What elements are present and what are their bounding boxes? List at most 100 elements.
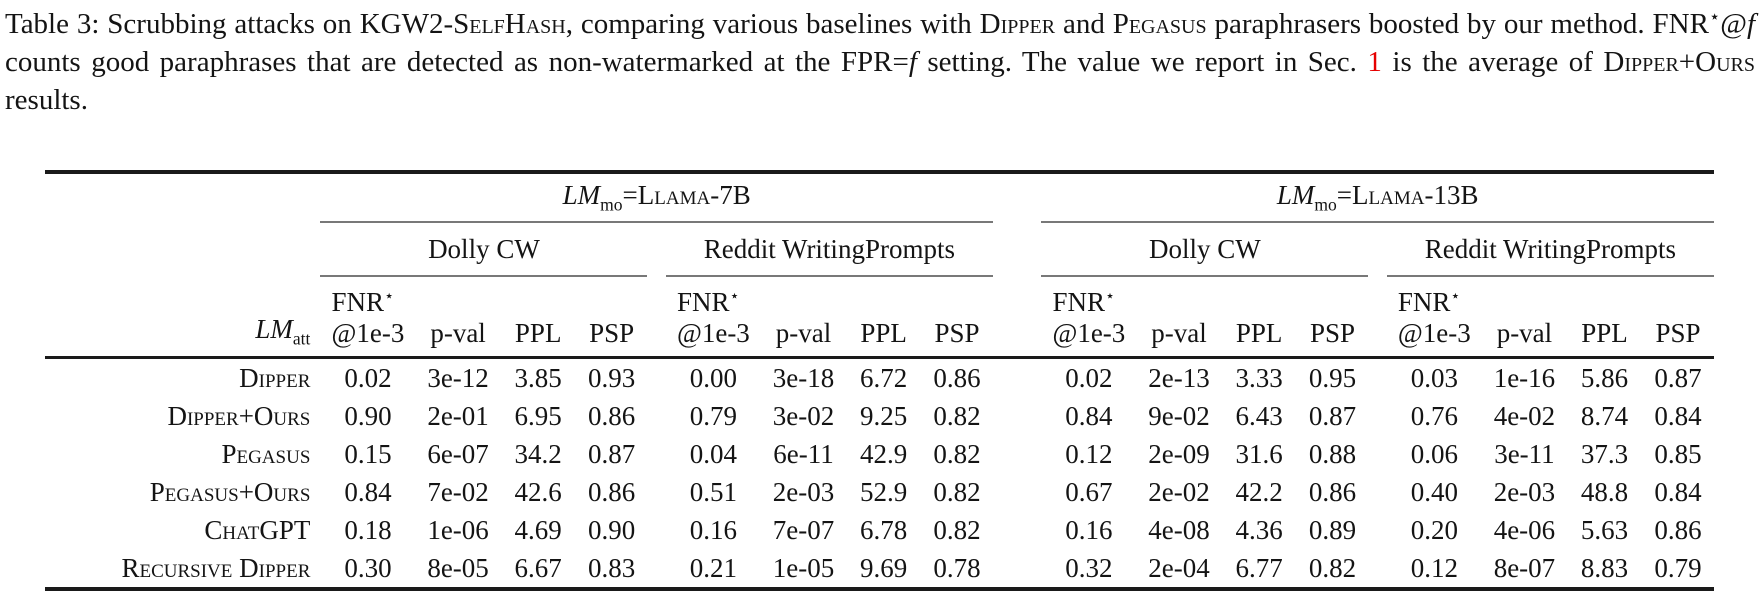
table-row: Pegasus 0.15 6e-07 34.2 0.87 0.04 6e-11 42.9 0.8… xyxy=(45,435,1714,473)
value-cell: 6.78 xyxy=(859,514,908,545)
metric-header-fnr: FNR⋆ @1e-3 xyxy=(1041,276,1137,359)
value-cell: 4.69 xyxy=(514,514,562,545)
table-row: Recursive Dipper 0.30 8e-05 6.67 0.83 0.21 1e-… xyxy=(45,549,1714,589)
value-cell: 42.2 xyxy=(1235,476,1283,507)
row-label: Pegasus+Ours xyxy=(149,476,311,507)
value-cell: 0.86 xyxy=(933,362,981,393)
value-cell: 3.33 xyxy=(1235,362,1283,393)
value-cell: 0.82 xyxy=(933,400,981,431)
row-label: Dipper xyxy=(239,362,311,393)
value-cell: 3.85 xyxy=(514,362,562,393)
lm-symbol: LM xyxy=(562,179,601,210)
value-cell: 4e-08 xyxy=(1148,514,1210,545)
value-cell: 0.82 xyxy=(933,514,981,545)
caption-segment: , comparing various baselines with xyxy=(565,8,980,40)
fnr-threshold: @1e-3 xyxy=(1052,318,1126,348)
fnr-label: FNR xyxy=(676,287,730,317)
caption-segment: f xyxy=(1746,8,1755,40)
star-icon: ⋆ xyxy=(1104,287,1116,305)
value-cell: 5.86 xyxy=(1580,362,1629,393)
value-cell: 2e-03 xyxy=(772,476,835,507)
caption-segment: Dipper+Ours xyxy=(1603,46,1755,78)
value-cell: 0.93 xyxy=(587,362,636,393)
group-gap xyxy=(647,435,665,473)
group-gap xyxy=(993,397,1041,435)
value-cell: 0.79 xyxy=(689,400,738,431)
group-gap xyxy=(993,511,1041,549)
equals-sign: = xyxy=(622,179,638,210)
caption-segment: and xyxy=(1055,8,1113,40)
results-table: LMmo=Llama-7B LMmo=Llama-13B Dolly CW Re… xyxy=(45,170,1714,591)
value-cell: 4e-02 xyxy=(1493,400,1556,431)
model-group-header-llama7b: LMmo=Llama-7B xyxy=(320,172,993,223)
metric-header-pval: p-val xyxy=(760,276,847,359)
value-cell: 48.8 xyxy=(1580,476,1629,507)
group-gap xyxy=(1368,358,1386,398)
fnr-threshold: @1e-3 xyxy=(331,318,405,348)
value-cell: 0.83 xyxy=(587,552,636,583)
value-cell: 9.69 xyxy=(859,552,908,583)
value-cell: 8e-05 xyxy=(427,552,489,583)
group-gap xyxy=(647,473,665,511)
value-cell: 0.90 xyxy=(587,514,636,545)
group-gap xyxy=(647,358,665,398)
value-cell: 9.25 xyxy=(859,400,908,431)
metric-header-pval: p-val xyxy=(415,276,501,359)
value-cell: 8e-07 xyxy=(1493,552,1556,583)
caption-segment: Pegasus xyxy=(1112,8,1207,40)
metric-header-ppl: PPL xyxy=(846,276,922,359)
value-cell: 0.51 xyxy=(689,476,738,507)
value-cell: 6.67 xyxy=(514,552,562,583)
table-body: Dipper 0.02 3e-12 3.85 0.93 0.00 3e-18 6.72 0.86… xyxy=(45,358,1714,590)
corner-cell xyxy=(45,222,320,276)
value-cell: 8.74 xyxy=(1580,400,1629,431)
value-cell: 0.76 xyxy=(1410,400,1458,431)
star-icon: ⋆ xyxy=(1450,287,1461,305)
caption-segment: Table 3: Scrubbing attacks on xyxy=(5,8,360,40)
value-cell: 2e-04 xyxy=(1148,552,1210,583)
value-cell: 31.6 xyxy=(1235,438,1283,469)
value-cell: 3e-11 xyxy=(1494,438,1555,469)
metric-header-psp: PSP xyxy=(1296,276,1369,359)
metric-header-ppl: PPL xyxy=(500,276,576,359)
value-cell: 0.40 xyxy=(1410,476,1458,507)
caption-segment: paraphrasers boosted by our method. FNR xyxy=(1206,8,1709,40)
value-cell: 7e-02 xyxy=(427,476,489,507)
row-label-header: LMatt xyxy=(45,276,321,359)
value-cell: 2e-01 xyxy=(427,400,489,431)
value-cell: 8.83 xyxy=(1580,552,1629,583)
group-gap xyxy=(647,511,665,549)
value-cell: 0.30 xyxy=(344,552,392,583)
value-cell: 9e-02 xyxy=(1148,400,1210,431)
metric-header-ppl: PPL xyxy=(1221,276,1297,359)
group-gap xyxy=(1368,276,1387,359)
dataset-group-header: Reddit WritingPrompts xyxy=(665,222,993,277)
group-gap xyxy=(647,549,665,589)
group-gap xyxy=(993,549,1041,589)
fnr-threshold: @1e-3 xyxy=(676,318,750,348)
lm-subscript: mo xyxy=(1314,194,1337,215)
fnr-label: FNR xyxy=(1397,287,1451,317)
lm-subscript: mo xyxy=(600,194,623,215)
value-cell: 0.20 xyxy=(1410,514,1458,545)
row-label: ChatGPT xyxy=(204,514,311,545)
value-cell: 6.72 xyxy=(859,362,908,393)
dataset-group-header: Reddit WritingPrompts xyxy=(1386,222,1714,277)
value-cell: 0.86 xyxy=(1308,476,1357,507)
star-icon: ⋆ xyxy=(384,287,395,305)
value-cell: 6.77 xyxy=(1235,552,1283,583)
results-table-wrapper: LMmo=Llama-7B LMmo=Llama-13B Dolly CW Re… xyxy=(45,170,1714,591)
value-cell: 3e-18 xyxy=(772,362,835,393)
group-gap xyxy=(1368,549,1386,589)
dataset-group-header: Dolly CW xyxy=(1041,222,1369,277)
model-name: Llama-7B xyxy=(637,179,751,210)
value-cell: 0.82 xyxy=(933,476,981,507)
group-gap xyxy=(1368,397,1386,435)
section-ref-link[interactable]: 1 xyxy=(1367,46,1382,78)
value-cell: 52.9 xyxy=(859,476,908,507)
value-cell: 34.2 xyxy=(514,438,562,469)
fnr-threshold: @1e-3 xyxy=(1397,318,1471,348)
value-cell: 2e-09 xyxy=(1148,438,1210,469)
value-cell: 0.87 xyxy=(1308,400,1357,431)
value-cell: 0.16 xyxy=(689,514,738,545)
